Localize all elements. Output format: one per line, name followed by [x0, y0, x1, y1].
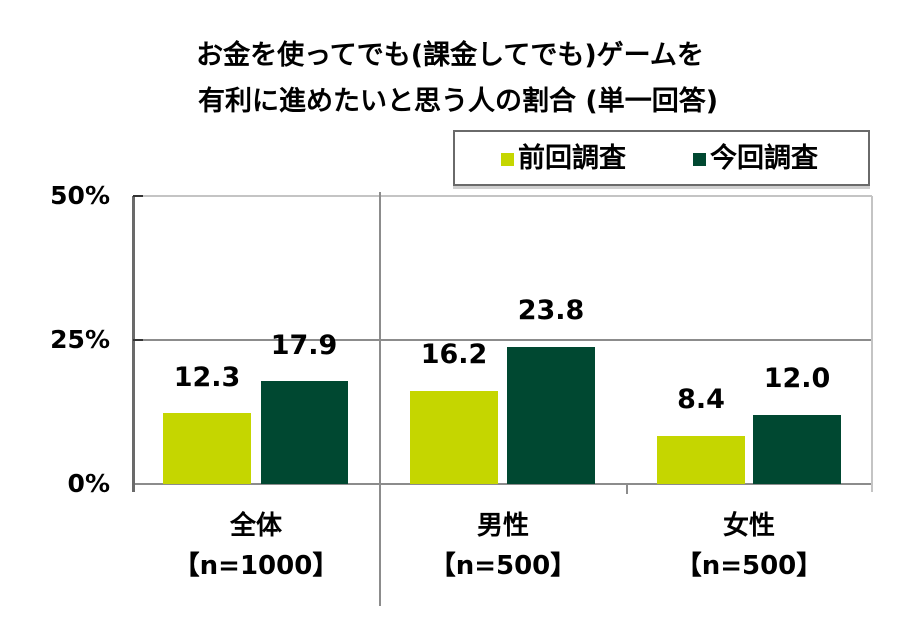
- bar-total-previous: [163, 413, 251, 484]
- category-name-total: 全体: [229, 511, 282, 541]
- value-label-total-previous: 12.3: [173, 362, 241, 393]
- bar-female-current: [753, 415, 841, 484]
- y-tick-mark-50: [133, 195, 143, 197]
- y-axis-line: [132, 196, 135, 492]
- category-n-male: 【n=500】: [429, 551, 577, 581]
- legend-item-previous: 前回調査: [501, 141, 626, 177]
- bar-male-current: [507, 347, 595, 484]
- value-label-female-previous: 8.4: [677, 384, 725, 415]
- legend-label-current: 今回調査: [710, 143, 818, 174]
- legend-item-current: 今回調査: [693, 141, 818, 177]
- chart-title-line2: 有利に進めたいと思う人の割合 (単一回答): [197, 86, 719, 117]
- y-tick-50: 50%: [50, 181, 110, 210]
- chart-title-line1: お金を使ってでも(課金してでも)ゲームを: [196, 40, 704, 71]
- plot-right-border: [871, 196, 873, 492]
- bar-female-previous: [657, 436, 745, 484]
- category-separator-2: [626, 484, 628, 494]
- category-separator-1: [379, 192, 381, 606]
- legend: 前回調査 今回調査: [453, 130, 870, 186]
- category-label-male: 男性 【n=500】: [380, 506, 626, 586]
- bar-total-current: [261, 381, 348, 484]
- legend-label-previous: 前回調査: [518, 143, 626, 174]
- category-n-total: 【n=1000】: [173, 551, 339, 581]
- category-n-female: 【n=500】: [675, 551, 823, 581]
- gridline-50: [133, 195, 872, 197]
- value-label-total-current: 17.9: [270, 330, 338, 361]
- category-label-female: 女性 【n=500】: [626, 506, 872, 586]
- category-name-female: 女性: [722, 511, 775, 541]
- value-label-male-current: 23.8: [517, 295, 585, 326]
- value-label-male-previous: 16.2: [420, 339, 488, 370]
- category-label-total: 全体 【n=1000】: [133, 506, 379, 586]
- value-label-female-current: 12.0: [763, 363, 831, 394]
- bar-male-previous: [410, 391, 498, 484]
- legend-swatch-current-icon: [693, 152, 706, 166]
- legend-swatch-previous-icon: [501, 152, 514, 166]
- y-tick-0: 0%: [67, 469, 110, 498]
- plot-area: 12.3 17.9 16.2 23.8 8.4 12.0: [132, 192, 873, 606]
- category-name-male: 男性: [476, 511, 529, 541]
- gridline-25: [133, 339, 872, 341]
- y-tick-25: 25%: [50, 325, 110, 354]
- y-tick-mark-25: [133, 339, 143, 341]
- x-axis-line: [133, 483, 872, 485]
